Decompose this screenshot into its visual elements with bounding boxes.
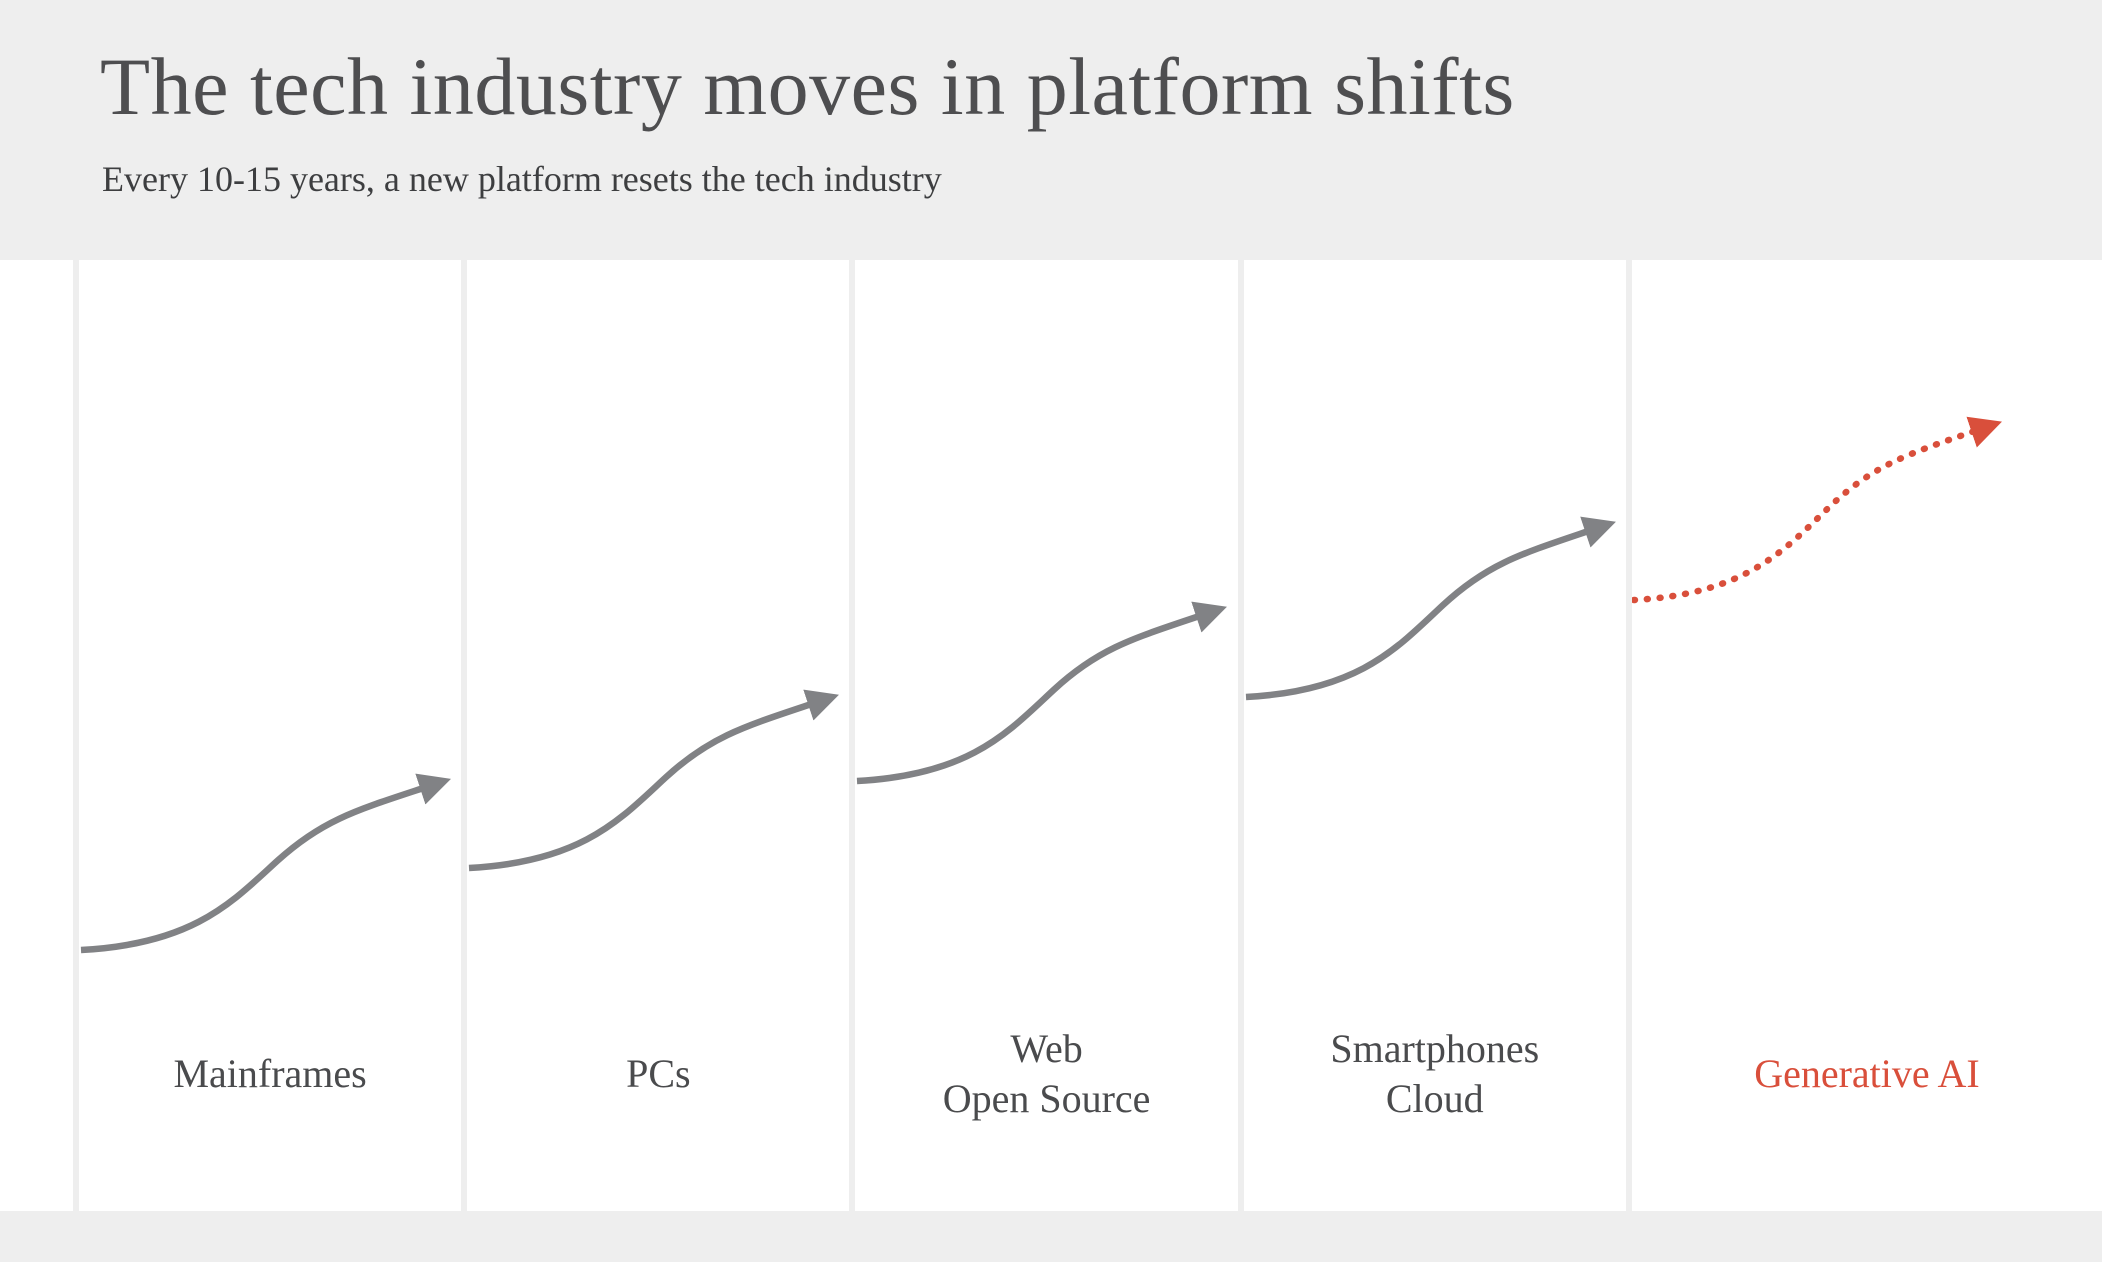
s-curve-arrow-web-open-source [857, 601, 1228, 785]
s-curve-arrow-smartphones-cloud [1245, 516, 1616, 701]
panel-label-line: Cloud [1385, 1075, 1484, 1121]
panel-label-web-open-source: Web Open Source [855, 1016, 1237, 1131]
panel-label-line: Web [1010, 1025, 1083, 1071]
panel-label-mainframes: Mainframes [79, 1016, 461, 1131]
panel-label-line: Mainframes [173, 1050, 367, 1096]
panel-generative-ai: Generative AI [1631, 260, 2102, 1211]
panel-web-open-source: Web Open Source [855, 260, 1238, 1211]
panel-label-line: Generative AI [1754, 1050, 1980, 1096]
panel-pcs: PCs [467, 260, 850, 1211]
slide-header: The tech industry moves in platform shif… [0, 0, 2102, 201]
s-curve-arrow-pcs [469, 689, 840, 872]
panel-label-line: Open Source [942, 1075, 1151, 1121]
page-title: The tech industry moves in platform shif… [100, 41, 1515, 132]
left-margin-panel [0, 260, 73, 1211]
panel-label-pcs: PCs [467, 1016, 849, 1131]
panel-smartphones-cloud: Smartphones Cloud [1243, 260, 1626, 1211]
panel-mainframes: Mainframes [79, 260, 462, 1211]
panel-label-line: Smartphones [1330, 1025, 1540, 1071]
panel-label-smartphones-cloud: Smartphones Cloud [1244, 1016, 1626, 1131]
platform-shift-diagram: Mainframes PCs Web Open Source Smartphon… [0, 260, 2102, 1211]
panel-label-generative-ai: Generative AI [1632, 1016, 2102, 1131]
panel-label-line: PCs [626, 1050, 691, 1096]
s-curve-arrow-mainframes [80, 773, 451, 954]
page-subtitle: Every 10-15 years, a new platform resets… [102, 159, 942, 200]
